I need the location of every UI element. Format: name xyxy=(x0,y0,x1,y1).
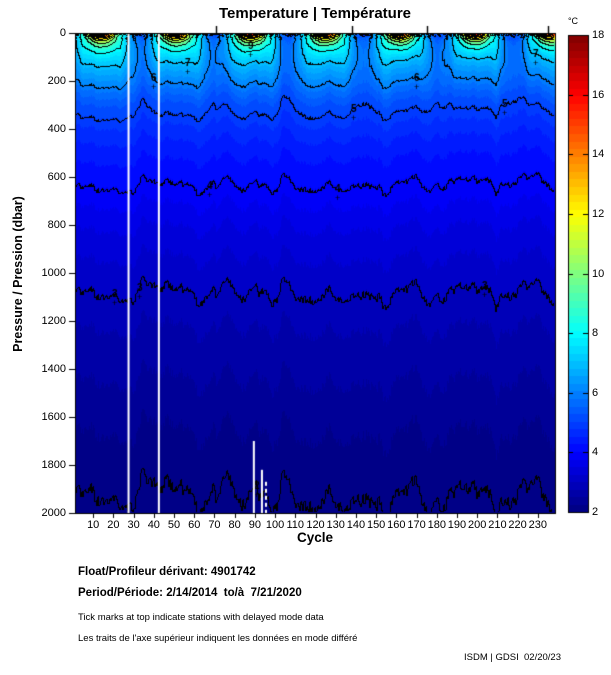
x-tick-label: 40 xyxy=(147,519,160,531)
period-line: Period/Période: 2/14/2014 to/à 7/21/2020 xyxy=(78,587,302,599)
y-tick-label: 1000 xyxy=(41,267,66,279)
x-tick-label: 80 xyxy=(228,519,241,531)
x-tick-label: 20 xyxy=(107,519,120,531)
x-tick-label: 120 xyxy=(306,519,325,531)
float-id-label: Float/Profileur dérivant: xyxy=(78,566,208,578)
x-tick-label: 10 xyxy=(87,519,100,531)
y-tick-label: 800 xyxy=(47,219,66,231)
y-tick-label: 1200 xyxy=(41,315,66,327)
x-tick-label: 160 xyxy=(387,519,406,531)
x-tick-label: 70 xyxy=(208,519,221,531)
colorbar-tick-label: 18 xyxy=(592,29,605,41)
colorbar-unit-label: °C xyxy=(567,16,579,26)
x-tick-label: 170 xyxy=(407,519,426,531)
x-tick-label: 190 xyxy=(447,519,467,531)
y-tick-label: 200 xyxy=(47,75,66,87)
colorbar-tick-label: 12 xyxy=(592,207,605,220)
x-tick-label: 60 xyxy=(188,519,201,531)
x-tick-label: 140 xyxy=(346,519,366,531)
period-label: Period/Période: xyxy=(78,587,163,599)
period-value: 2/14/2014 to/à 7/21/2020 xyxy=(163,587,302,599)
x-tick-label: 210 xyxy=(488,519,507,531)
y-tick-label: 1400 xyxy=(41,363,66,375)
x-tick-label: 150 xyxy=(366,519,386,531)
float-id-value: 4901742 xyxy=(207,566,256,578)
x-tick-label: 100 xyxy=(265,519,285,531)
y-axis-label: Pressure / Pression (dbar) xyxy=(11,196,25,352)
colorbar-tick-label: 16 xyxy=(592,88,605,101)
x-tick-label: 220 xyxy=(508,519,527,531)
x-axis-label: Cycle xyxy=(296,530,334,545)
x-tick-label: 180 xyxy=(427,519,446,531)
x-tick-label: 90 xyxy=(248,519,261,531)
y-tick-label: 600 xyxy=(47,171,66,183)
y-tick-label: 1600 xyxy=(41,411,66,423)
y-tick-label: 0 xyxy=(59,27,66,39)
colorbar-tick-label: 8 xyxy=(592,327,599,340)
x-tick-label: 200 xyxy=(468,519,487,531)
agency-credit: ISDM | GDSI 02/20/23 xyxy=(464,652,561,663)
x-tick-label: 30 xyxy=(127,519,140,531)
y-tick-label: 400 xyxy=(47,123,66,135)
x-tick-label: 130 xyxy=(326,519,345,531)
colorbar-tick-label: 14 xyxy=(592,148,605,161)
float-id-line: Float/Profileur dérivant: 4901742 xyxy=(78,566,256,578)
x-tick-label: 50 xyxy=(167,519,181,531)
y-tick-label: 1800 xyxy=(41,459,66,471)
colorbar-tick-label: 6 xyxy=(592,386,599,399)
chart-title: Temperature | Température xyxy=(218,5,412,22)
x-tick-label: 110 xyxy=(286,519,305,531)
y-tick-label: 2000 xyxy=(41,507,66,519)
x-tick-label: 230 xyxy=(528,519,547,531)
colorbar-tick-label: 2 xyxy=(592,506,599,518)
delayed-mode-note-fr: Les traits de l'axe supérieur indiquent … xyxy=(78,633,358,644)
colorbar-tick-label: 4 xyxy=(592,446,599,459)
delayed-mode-note-en: Tick marks at top indicate stations with… xyxy=(78,612,324,623)
colorbar-tick-label: 10 xyxy=(592,267,605,280)
